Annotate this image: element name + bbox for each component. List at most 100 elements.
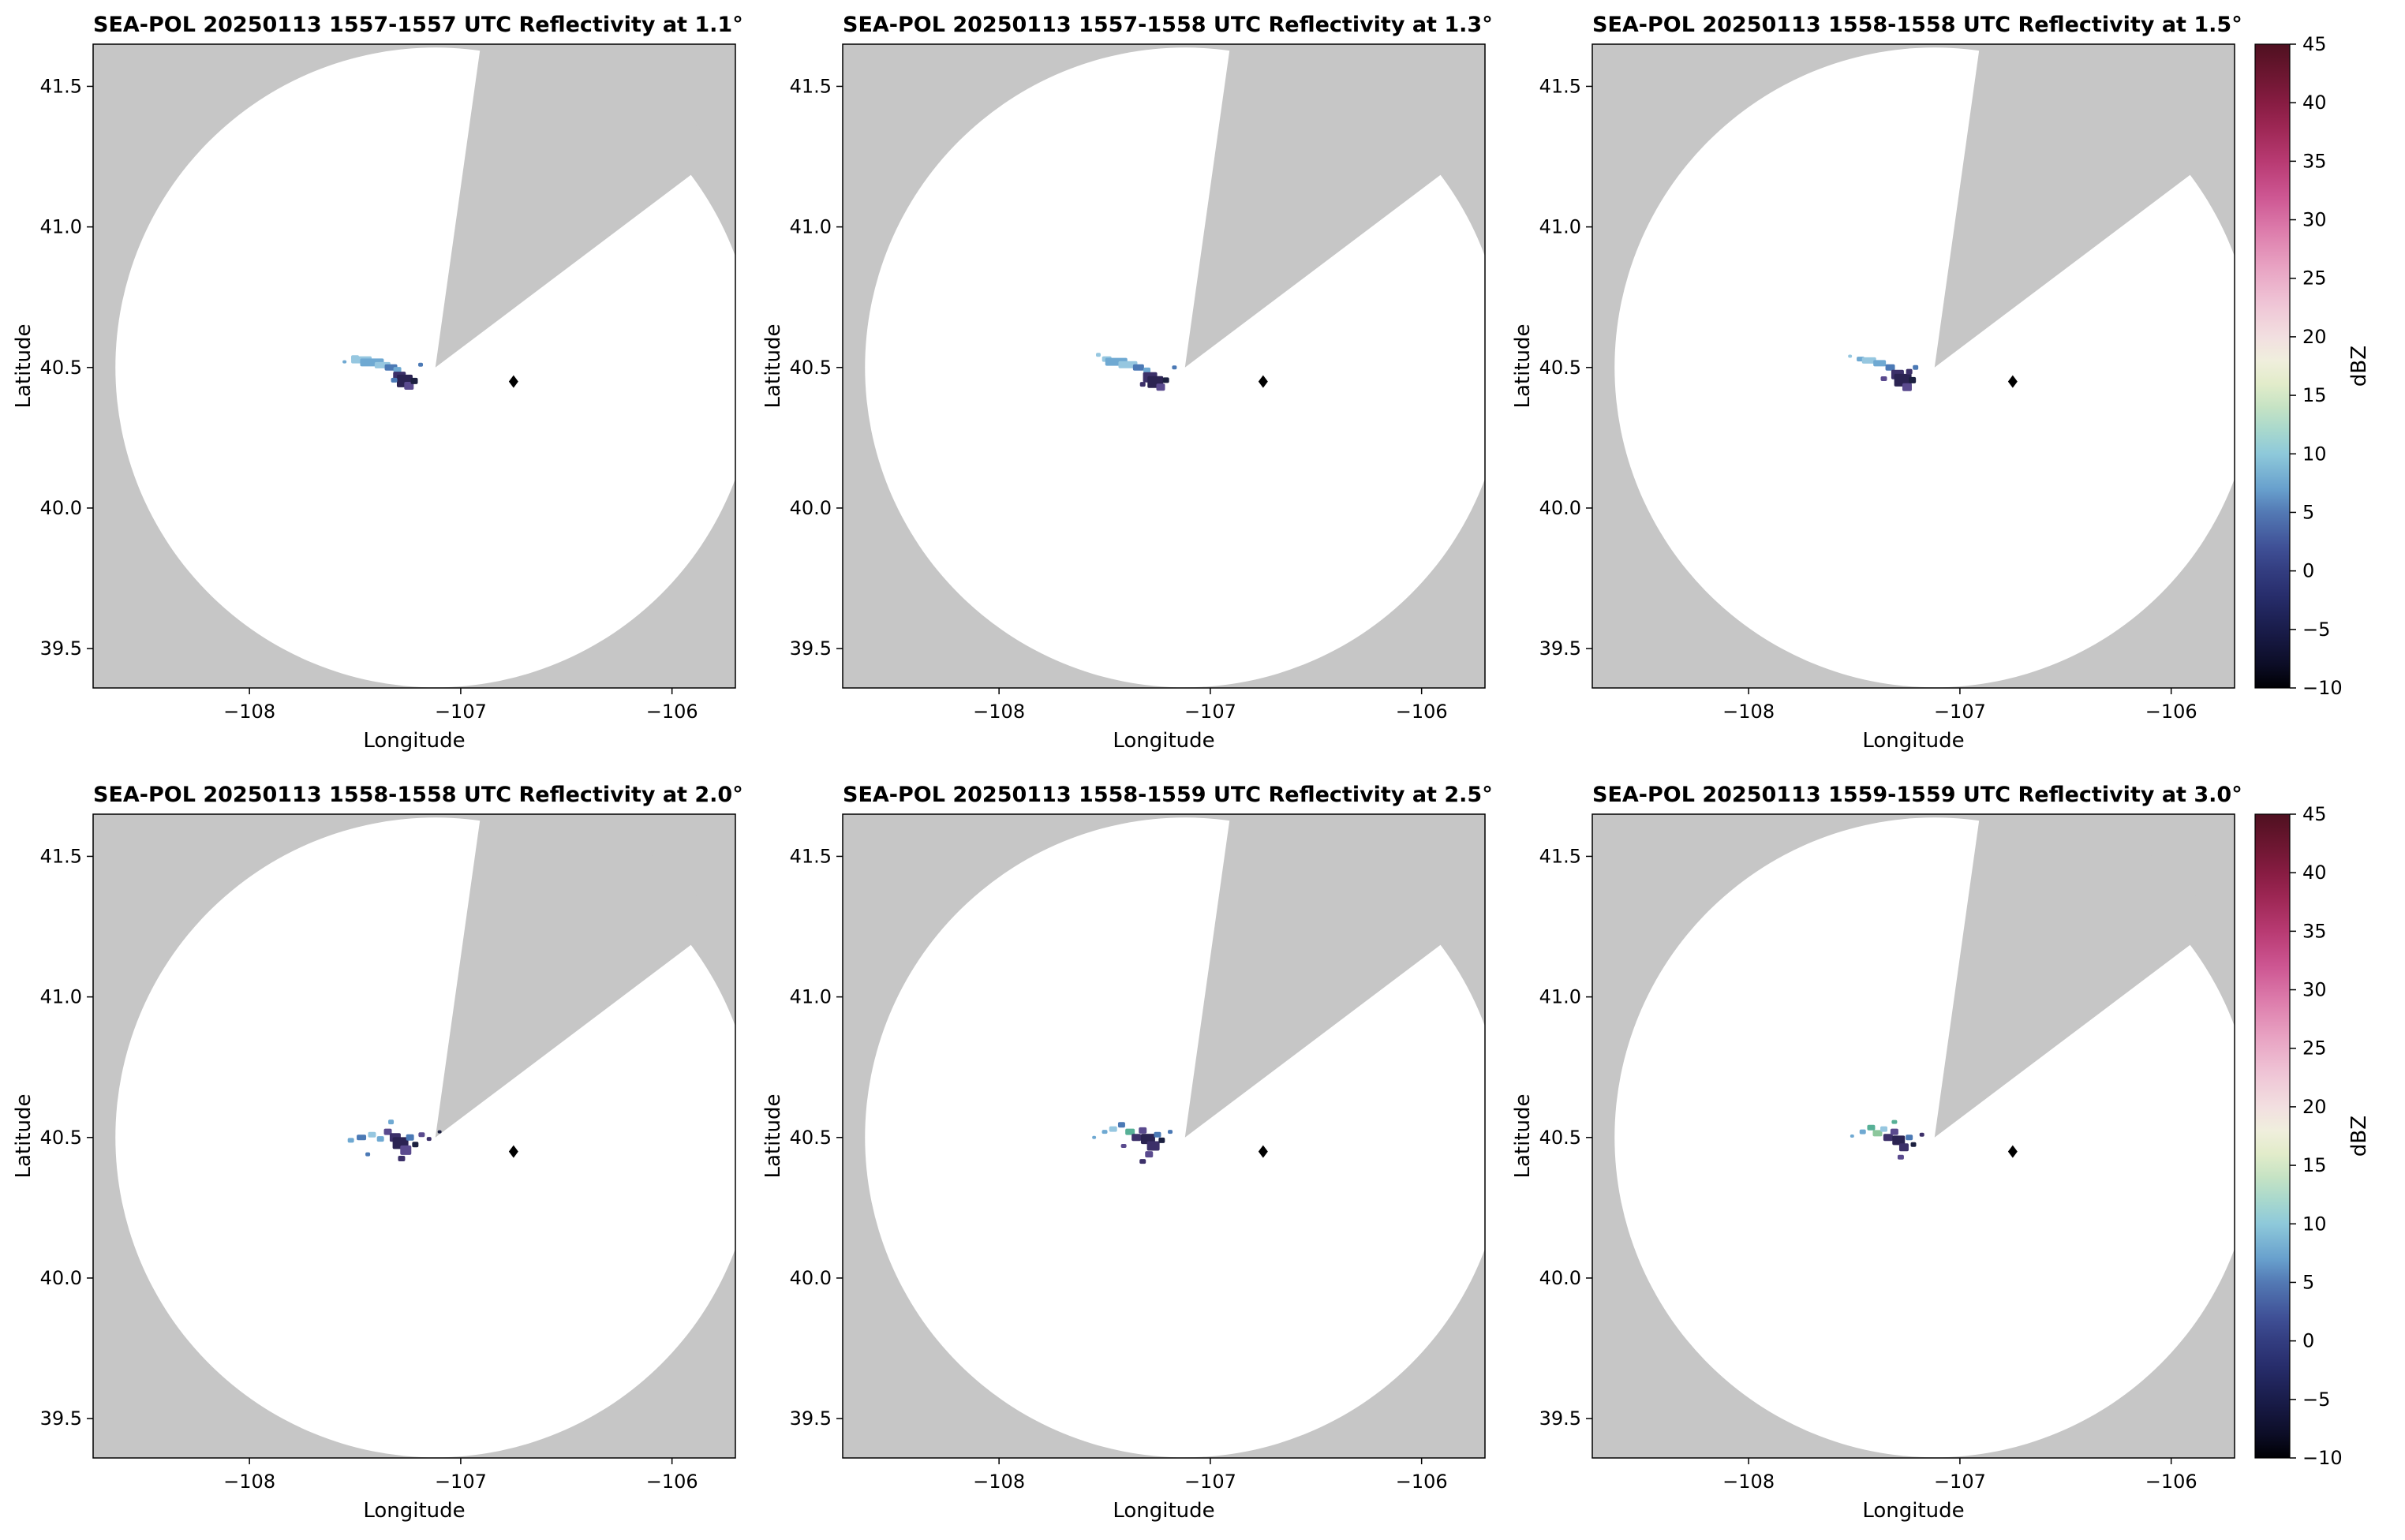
y-tick-label: 40.0 — [790, 497, 832, 519]
x-tick-label: −107 — [1184, 701, 1236, 723]
x-tick-label: −108 — [223, 701, 275, 723]
reflectivity-cell — [1906, 368, 1913, 375]
reflectivity-cell — [1909, 376, 1917, 383]
missing-data-wedge — [1184, 814, 1469, 1138]
y-tick-label: 41.5 — [1539, 75, 1581, 97]
colorbar-tick-label: 15 — [2302, 384, 2327, 406]
reflectivity-cell — [418, 362, 424, 367]
station-marker-icon — [508, 1145, 518, 1158]
reflectivity-cell — [1867, 1124, 1876, 1131]
reflectivity-cell — [1168, 1130, 1173, 1134]
reflectivity-cell — [1139, 1127, 1147, 1134]
y-tick-label: 41.0 — [40, 216, 82, 238]
station-marker-icon — [1258, 1145, 1268, 1158]
colorbar-tick-label: 25 — [2302, 1037, 2327, 1060]
colorbar-tick-label: 20 — [2302, 326, 2327, 348]
colorbar-tick-label: 25 — [2302, 267, 2327, 290]
panel-title: SEA-POL 20250113 1559-1559 UTC Reflectiv… — [1592, 783, 2242, 807]
station-marker-icon — [2007, 1145, 2018, 1158]
colorbar-gradient — [2254, 43, 2291, 689]
reflectivity-cell — [1848, 354, 1853, 358]
panel-title: SEA-POL 20250113 1557-1558 UTC Reflectiv… — [843, 13, 1493, 37]
reflectivity-cell — [1898, 1143, 1909, 1152]
missing-data-wedge — [435, 814, 720, 1138]
colorbar-label: dBZ — [2347, 1116, 2371, 1157]
radar-panel-6: SEA-POL 20250113 1559-1559 UTC Reflectiv… — [1499, 770, 2249, 1540]
y-tick-label: 41.0 — [790, 216, 832, 238]
radar-plot: −108 −107 −106 39.5 40.0 40.5 41.0 41.5 — [40, 813, 736, 1493]
reflectivity-cell — [1913, 364, 1919, 370]
reflectivity-cell — [365, 1152, 371, 1157]
reflectivity-cell — [1132, 364, 1144, 371]
reflectivity-cell — [388, 1119, 395, 1125]
radar-panel-1: SEA-POL 20250113 1557-1557 UTC Reflectiv… — [0, 0, 750, 770]
y-tick-label: 40.0 — [1539, 497, 1581, 519]
colorbar: 45 40 35 30 25 20 15 10 5 0 −5 −10 dBZ — [2254, 803, 2371, 1469]
y-tick-label: 40.0 — [790, 1267, 832, 1289]
y-tick-label: 41.5 — [1539, 845, 1581, 867]
radar-panel-3: SEA-POL 20250113 1558-1558 UTC Reflectiv… — [1499, 0, 2249, 770]
x-axis-label: Longitude — [1862, 1499, 1965, 1523]
y-tick-label: 41.0 — [790, 986, 832, 1008]
reflectivity-cell — [1117, 1122, 1125, 1128]
plot-border — [842, 43, 1486, 689]
reflectivity-cell — [1906, 1134, 1913, 1141]
reflectivity-cell — [1154, 1131, 1161, 1138]
x-tick-label: −106 — [646, 1471, 698, 1493]
x-tick-label: −108 — [223, 1471, 275, 1493]
reflectivity-cell — [1880, 1126, 1888, 1132]
colorbar-tick-label: 45 — [2302, 33, 2327, 55]
y-tick-label: 40.5 — [790, 357, 832, 379]
colorbar-label: dBZ — [2347, 346, 2371, 387]
reflectivity-cell — [1162, 377, 1169, 383]
reflectivity-cell — [357, 1134, 367, 1141]
reflectivity-cell — [1919, 1132, 1924, 1137]
colorbar-tick-label: 40 — [2302, 92, 2327, 114]
reflectivity-cell — [406, 1134, 414, 1141]
reflectivity-cell — [412, 1142, 419, 1148]
plot-border — [92, 813, 736, 1459]
y-tick-label: 40.0 — [40, 1267, 82, 1289]
reflectivity-cell — [1120, 1143, 1127, 1148]
reflectivity-cell — [1146, 1141, 1160, 1151]
x-axis-label: Longitude — [1113, 1499, 1215, 1523]
reflectivity-cell — [1118, 361, 1138, 368]
x-tick-label: −106 — [2145, 701, 2197, 723]
x-tick-label: −107 — [435, 1471, 487, 1493]
reflectivity-cell — [1092, 1135, 1097, 1139]
colorbar-tick-label: 5 — [2302, 501, 2314, 523]
colorbar-tick-label: 30 — [2302, 209, 2327, 231]
colorbar-row-1: 45 40 35 30 25 20 15 10 5 0 −5 −10 dBZ — [2249, 0, 2383, 770]
x-tick-label: −106 — [1396, 701, 1448, 723]
reflectivity-cell — [426, 1137, 432, 1142]
y-tick-label: 40.5 — [40, 357, 82, 379]
y-tick-label: 39.5 — [40, 1407, 82, 1430]
colorbar-tick-label: 40 — [2302, 862, 2327, 884]
radar-plot: −108 −107 −106 39.5 40.0 40.5 41.0 41.5 — [1539, 43, 2235, 723]
colorbar-tick-label: 0 — [2302, 1330, 2314, 1352]
x-axis-label: Longitude — [1862, 729, 1965, 753]
reflectivity-cell — [1156, 383, 1165, 391]
station-marker-icon — [2007, 375, 2018, 388]
missing-data-wedge — [1934, 814, 2219, 1138]
y-tick-label: 41.5 — [790, 845, 832, 867]
plot-border — [1591, 43, 2235, 689]
y-tick-label: 40.0 — [1539, 1267, 1581, 1289]
reflectivity-cell — [1885, 364, 1895, 371]
x-tick-label: −107 — [1934, 1471, 1986, 1493]
reflectivity-cell — [418, 1132, 425, 1138]
station-marker-icon — [1258, 375, 1268, 388]
reflectivity-cell — [393, 367, 402, 373]
missing-data-wedge — [435, 44, 720, 368]
y-tick-label: 40.5 — [790, 1127, 832, 1149]
colorbar-row-2: 45 40 35 30 25 20 15 10 5 0 −5 −10 dBZ — [2249, 770, 2383, 1540]
colorbar-tick-label: −5 — [2302, 619, 2330, 641]
colorbar-tick-label: 20 — [2302, 1096, 2327, 1118]
panel-title: SEA-POL 20250113 1558-1559 UTC Reflectiv… — [843, 783, 1493, 807]
x-tick-label: −106 — [1396, 1471, 1448, 1493]
reflectivity-cell — [1910, 1142, 1917, 1147]
y-tick-label: 39.5 — [1539, 1407, 1581, 1430]
x-tick-label: −106 — [646, 701, 698, 723]
colorbar-tick-label: −10 — [2302, 1447, 2343, 1469]
